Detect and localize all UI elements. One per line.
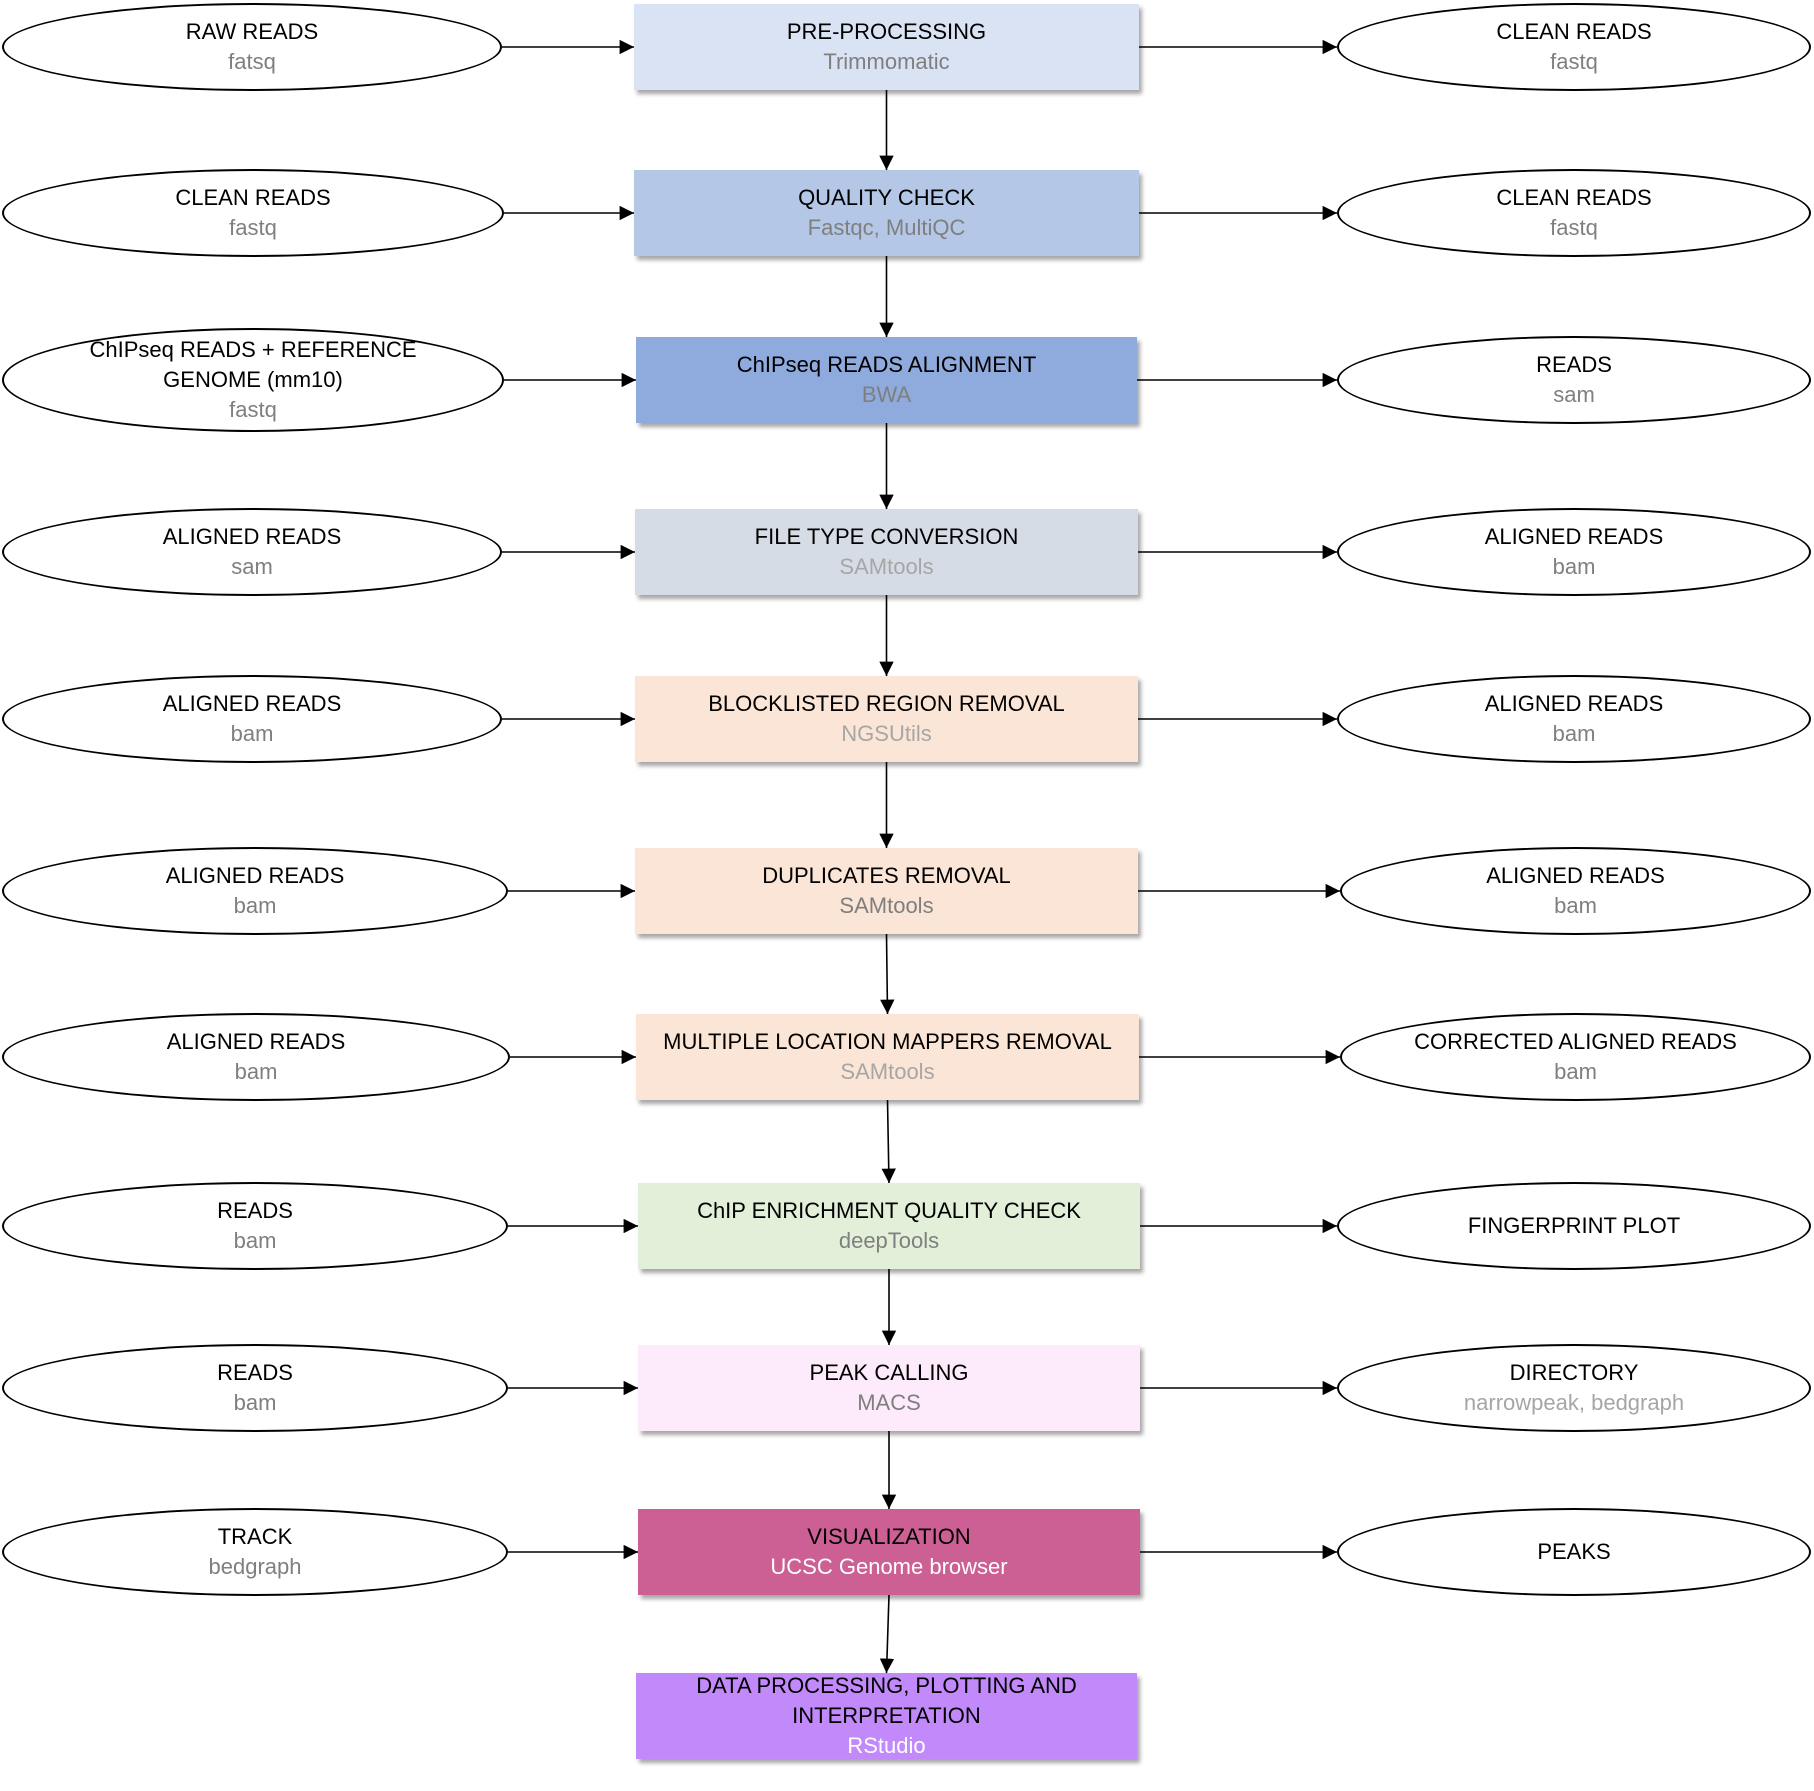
- input-data-label: TRACK: [217, 1524, 293, 1549]
- output-data-label: PEAKS: [1537, 1539, 1611, 1564]
- input-data-ellipse: ALIGNED READS bam: [2, 847, 508, 935]
- step-title: MULTIPLE LOCATION MAPPERS REMOVAL: [663, 1029, 1112, 1054]
- input-data-ellipse: ChIPseq READS + REFERENCE GENOME (mm10) fa…: [2, 328, 504, 432]
- process-step-box: BLOCKLISTED REGION REMOVAL NGSUtils: [635, 676, 1138, 762]
- step-tool: MACS: [857, 1390, 921, 1415]
- output-data-format: sam: [1553, 382, 1595, 407]
- input-data-format: fastq: [229, 397, 277, 422]
- output-data-ellipse: CORRECTED ALIGNED READS bam: [1340, 1013, 1811, 1101]
- step-title: ChIP ENRICHMENT QUALITY CHECK: [697, 1198, 1081, 1223]
- output-data-ellipse: PEAKS: [1337, 1508, 1811, 1596]
- step-tool: Trimmomatic: [823, 49, 950, 74]
- output-data-ellipse: CLEAN READS fastq: [1337, 3, 1811, 91]
- output-data-label: DIRECTORY: [1509, 1360, 1639, 1385]
- step-tool: RStudio: [847, 1733, 926, 1758]
- step-title: DATA PROCESSING, PLOTTING AND: [696, 1673, 1077, 1698]
- output-data-label: FINGERPRINT PLOT: [1467, 1213, 1681, 1238]
- output-data-format: bam: [1552, 721, 1596, 746]
- output-data-format: fastq: [1550, 49, 1598, 74]
- input-data-label: ALIGNED READS: [166, 1029, 346, 1054]
- output-data-ellipse: DIRECTORY narrowpeak, bedgraph: [1337, 1344, 1811, 1432]
- input-data-label: ChIPseq READS + REFERENCE: [89, 337, 417, 362]
- input-data-ellipse: TRACK bedgraph: [2, 1508, 508, 1596]
- output-data-format: fastq: [1550, 215, 1598, 240]
- input-data-format: fastq: [229, 215, 277, 240]
- output-data-ellipse: ALIGNED READS bam: [1340, 847, 1811, 935]
- step-tool: Fastqc, MultiQC: [807, 215, 966, 240]
- input-data-format: bam: [234, 1059, 278, 1084]
- process-step-box: MULTIPLE LOCATION MAPPERS REMOVAL SAMtool…: [636, 1014, 1139, 1100]
- process-step-box: PRE-PROCESSING Trimmomatic: [634, 4, 1139, 90]
- input-data-format: bam: [233, 893, 277, 918]
- output-data-label: CLEAN READS: [1496, 185, 1652, 210]
- step-title: PEAK CALLING: [809, 1360, 969, 1385]
- input-data-label: ALIGNED READS: [165, 863, 345, 888]
- input-data-label: ALIGNED READS: [162, 524, 342, 549]
- output-data-ellipse: CLEAN READS fastq: [1337, 169, 1811, 257]
- input-data-ellipse: ALIGNED READS sam: [2, 508, 502, 596]
- step-tool: BWA: [861, 382, 912, 407]
- output-data-format: narrowpeak, bedgraph: [1463, 1390, 1685, 1415]
- input-data-format: bam: [233, 1228, 277, 1253]
- process-step-box: FILE TYPE CONVERSION SAMtools: [635, 509, 1138, 595]
- process-step-box: ChIP ENRICHMENT QUALITY CHECK deepTools: [638, 1183, 1140, 1269]
- input-data-format: sam: [231, 554, 273, 579]
- step-title: FILE TYPE CONVERSION: [754, 524, 1019, 549]
- step-tool: UCSC Genome browser: [770, 1554, 1008, 1579]
- process-step-box: ChIPseq READS ALIGNMENT BWA: [636, 337, 1137, 423]
- input-data-format: bedgraph: [208, 1554, 302, 1579]
- input-data-label: CLEAN READS: [175, 185, 331, 210]
- input-data-format: fatsq: [228, 49, 276, 74]
- step-tool: SAMtools: [840, 1059, 935, 1084]
- output-data-label: ALIGNED READS: [1484, 691, 1664, 716]
- output-data-format: bam: [1554, 893, 1597, 918]
- input-data-ellipse: READS bam: [2, 1182, 508, 1270]
- input-data-label: READS: [217, 1360, 293, 1385]
- output-data-format: bam: [1554, 1059, 1597, 1084]
- output-data-label: ALIGNED READS: [1486, 863, 1665, 888]
- input-data-label: READS: [217, 1198, 293, 1223]
- process-step-box: QUALITY CHECK Fastqc, MultiQC: [634, 170, 1139, 256]
- input-data-ellipse: CLEAN READS fastq: [2, 169, 504, 257]
- output-data-label: ALIGNED READS: [1484, 524, 1664, 549]
- input-data-label: GENOME (mm10): [163, 367, 343, 392]
- output-data-label: READS: [1536, 352, 1612, 377]
- step-title: QUALITY CHECK: [798, 185, 975, 210]
- output-data-ellipse: ALIGNED READS bam: [1337, 508, 1811, 596]
- input-data-label: RAW READS: [185, 19, 319, 44]
- step-tool: SAMtools: [839, 893, 934, 918]
- output-data-ellipse: ALIGNED READS bam: [1337, 675, 1811, 763]
- input-data-ellipse: ALIGNED READS bam: [2, 675, 502, 763]
- step-title: ChIPseq READS ALIGNMENT: [736, 352, 1037, 377]
- process-step-box: DATA PROCESSING, PLOTTING AND INTERPRETAT…: [636, 1673, 1137, 1759]
- process-step-box: VISUALIZATION UCSC Genome browser: [638, 1509, 1140, 1595]
- process-step-box: DUPLICATES REMOVAL SAMtools: [635, 848, 1138, 934]
- input-data-ellipse: RAW READS fatsq: [2, 3, 502, 91]
- output-data-label: CLEAN READS: [1496, 19, 1652, 44]
- step-title: INTERPRETATION: [792, 1703, 981, 1728]
- input-data-ellipse: READS bam: [2, 1344, 508, 1432]
- input-data-ellipse: ALIGNED READS bam: [2, 1013, 510, 1101]
- input-data-format: bam: [233, 1390, 277, 1415]
- input-data-label: ALIGNED READS: [162, 691, 342, 716]
- step-tool: NGSUtils: [841, 721, 932, 746]
- step-title: VISUALIZATION: [807, 1524, 971, 1549]
- output-data-ellipse: FINGERPRINT PLOT: [1337, 1182, 1811, 1270]
- step-tool: SAMtools: [839, 554, 934, 579]
- output-data-ellipse: READS sam: [1337, 336, 1811, 424]
- step-title: BLOCKLISTED REGION REMOVAL: [708, 691, 1065, 716]
- process-step-box: PEAK CALLING MACS: [638, 1345, 1140, 1431]
- step-tool: deepTools: [838, 1228, 940, 1253]
- step-title: PRE-PROCESSING: [786, 19, 987, 44]
- step-title: DUPLICATES REMOVAL: [762, 863, 1011, 888]
- output-data-label: CORRECTED ALIGNED READS: [1414, 1029, 1737, 1054]
- output-data-format: bam: [1552, 554, 1596, 579]
- input-data-format: bam: [230, 721, 274, 746]
